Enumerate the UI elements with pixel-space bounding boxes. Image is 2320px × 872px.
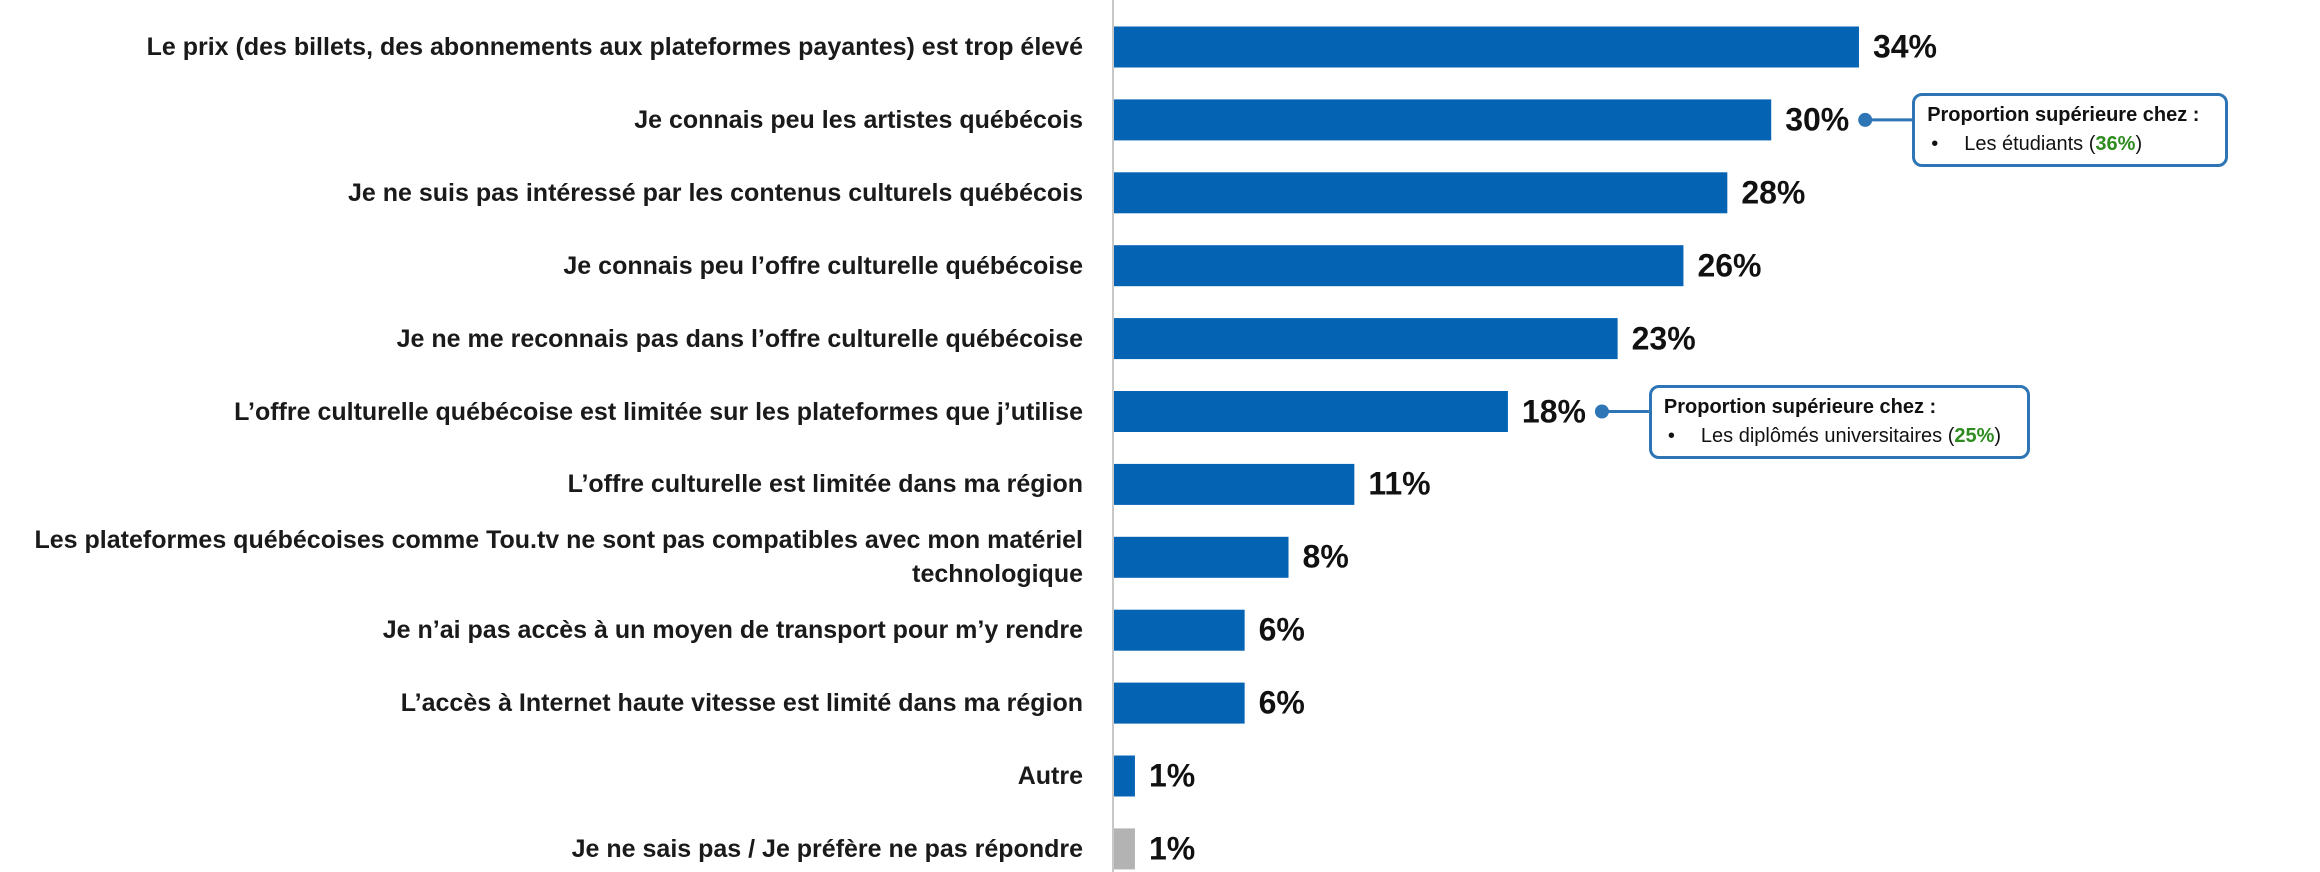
category-label: Le prix (des billets, des abonnements au… (146, 33, 1083, 61)
bar (1114, 99, 1772, 141)
bar (1114, 463, 1355, 505)
value-label: 34% (1872, 28, 1937, 65)
bar (1114, 755, 1135, 797)
callout-value: 36% (2089, 133, 2142, 155)
callout-value: 25% (1948, 425, 2001, 447)
category-label: Je ne suis pas intéressé par les contenu… (347, 178, 1083, 207)
value-label: 11% (1368, 465, 1431, 502)
callout-dot (1594, 404, 1609, 419)
value-label: 30% (1785, 101, 1850, 138)
value-label: 8% (1302, 538, 1349, 575)
callout-title: Proportion supérieure chez : (1927, 103, 2200, 126)
value-label: 28% (1741, 174, 1806, 211)
bar (1114, 536, 1289, 578)
bar (1114, 609, 1245, 651)
callout-group: Les étudiants (1964, 132, 2084, 155)
category-label: Je connais peu les artistes québécois (634, 105, 1083, 134)
bar (1114, 391, 1508, 432)
callout: Proportion supérieure chez : Les étudiant… (1912, 92, 2229, 167)
value-label: 18% (1521, 393, 1586, 429)
value-label: 23% (1631, 320, 1696, 357)
bar (1114, 682, 1245, 724)
callout-title: Proportion supérieure chez : (1663, 395, 1937, 418)
callout: Proportion supérieure chez : Les diplômés… (1648, 384, 2031, 459)
category-label: L’offre culturelle québécoise est limité… (234, 397, 1083, 426)
callout-item: Les étudiants 36% (1927, 133, 2199, 156)
category-label: Je connais peu l’offre culturelle québéc… (563, 251, 1083, 280)
category-label: L’accès à Internet haute vitesse est lim… (400, 689, 1083, 718)
value-label: 6% (1258, 611, 1305, 648)
callout-group: Les diplômés universitaires (1700, 424, 1943, 447)
category-label: Je n’ai pas accès à un moyen de transpor… (382, 616, 1083, 645)
callout-dot (1858, 112, 1873, 127)
category-label: Autre (1017, 762, 1083, 790)
callout-item: Les diplômés universitaires 25% (1664, 425, 2001, 448)
bar (1114, 245, 1684, 287)
bar (1114, 828, 1135, 870)
category-label: Je ne sais pas / Je préfère ne pas répon… (571, 834, 1083, 863)
category-label: Les plateformes québécoises comme Tou.tv… (34, 526, 1084, 589)
value-label: 26% (1697, 247, 1762, 284)
category-label: L’offre culturelle est limitée dans ma r… (567, 470, 1083, 499)
value-label: 1% (1148, 830, 1196, 867)
value-label: 6% (1258, 684, 1305, 721)
category-label: Je ne me reconnais pas dans l’offre cult… (396, 324, 1083, 353)
bar (1114, 26, 1859, 68)
value-label: 1% (1148, 757, 1196, 794)
bar (1114, 172, 1728, 214)
bar (1114, 318, 1618, 360)
